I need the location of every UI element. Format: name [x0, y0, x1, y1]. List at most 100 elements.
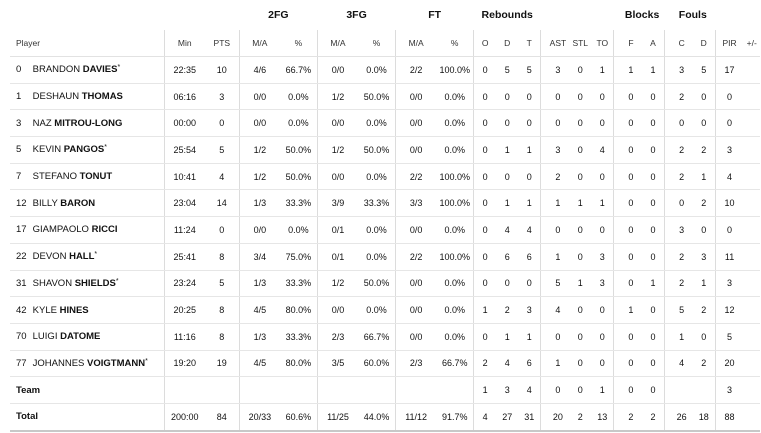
- stat-stl: 0: [569, 243, 592, 271]
- stat-pir: 0: [714, 216, 744, 244]
- stat-d: 0: [496, 163, 519, 191]
- col-header-player[interactable]: Player: [10, 30, 165, 57]
- player-last-name: RICCI: [91, 224, 118, 236]
- col-header-min[interactable]: Min: [163, 30, 205, 57]
- stat-fg2-pct: 80.0%: [279, 350, 318, 378]
- stat-fd: 0: [692, 216, 716, 244]
- stat-stl: 0: [569, 109, 592, 138]
- stat-o: 0: [473, 109, 497, 138]
- player-cell[interactable]: 12 BILLY BARON: [10, 189, 165, 218]
- table-row: 7 STEFANO TONUT 10:41 4 1/2 50.0% 0/0 0.0% 2/2 1…: [10, 163, 760, 191]
- table-row: 42 KYLE HINES 20:25 8 4/5 80.0% 0/0 0.0% 0/0 0.0…: [10, 296, 760, 324]
- stat-a: 0: [642, 243, 665, 271]
- col-header-blocks-for[interactable]: F: [619, 30, 643, 57]
- player-number: 5: [16, 144, 22, 156]
- col-header-3fg-ma[interactable]: M/A: [316, 30, 359, 57]
- col-header-pir[interactable]: PIR: [714, 30, 744, 57]
- stat-fg2-ma: 4/5: [238, 296, 280, 324]
- table-row: 22 DEVON HALL* 25:41 8 3/4 75.0% 0/1 0.0% 2/2 10…: [10, 243, 760, 271]
- stat-ast: 0: [546, 323, 570, 351]
- stat-ft-pct: 0.0%: [436, 136, 474, 164]
- stat-fg2-pct: 33.3%: [279, 323, 318, 351]
- col-header-pts[interactable]: PTS: [204, 30, 240, 57]
- player-number: 42: [16, 304, 27, 316]
- stat-fg3-pct: 50.0%: [358, 83, 396, 111]
- col-header-3fg-pct[interactable]: %: [358, 30, 396, 57]
- stat-ast: 5: [546, 270, 570, 298]
- player-cell[interactable]: 31 SHAVON SHIELDS*: [10, 270, 165, 298]
- stat-fg2-pct: 66.7%: [279, 56, 318, 84]
- stat-pir: 17: [714, 56, 744, 84]
- stat-to: 0: [591, 296, 614, 324]
- stat-fg2-pct: 33.3%: [279, 270, 318, 298]
- stat-d: 0: [496, 270, 519, 298]
- col-header-off-reb[interactable]: O: [473, 30, 497, 57]
- stat-fg3-pct: [358, 376, 396, 404]
- col-header-plus-minus[interactable]: +/-: [743, 30, 760, 57]
- player-cell[interactable]: 77 JOHANNES VOIGTMANN*: [10, 350, 165, 378]
- player-cell[interactable]: 5 KEVIN PANGOS*: [10, 136, 165, 164]
- stat-o: 0: [473, 136, 497, 164]
- col-header-ft-ma[interactable]: M/A: [395, 30, 437, 57]
- col-header-ft-pct[interactable]: %: [436, 30, 474, 57]
- stat-c: 3: [670, 56, 693, 84]
- col-header-def-reb[interactable]: D: [496, 30, 519, 57]
- starter-marker: *: [115, 277, 119, 285]
- stat-fg3-pct: 60.0%: [358, 350, 396, 378]
- stat-fg3-ma: 2/3: [316, 323, 359, 351]
- player-cell[interactable]: 1 DESHAUN THOMAS: [10, 83, 165, 111]
- stat-f: 0: [619, 83, 643, 111]
- stat-o: 1: [473, 376, 497, 404]
- col-header-tot-reb[interactable]: T: [518, 30, 541, 57]
- player-cell[interactable]: 17 GIAMPAOLO RICCI: [10, 216, 165, 244]
- col-header-to[interactable]: TO: [591, 30, 614, 57]
- stat-min: 00:00: [163, 109, 205, 138]
- stat-ft-pct: 91.7%: [436, 403, 474, 432]
- stat-fg3-pct: 33.3%: [358, 189, 396, 218]
- player-first-name: SHAVON: [32, 277, 73, 289]
- stat-ft-pct: 0.0%: [436, 109, 474, 138]
- stat-pir: 88: [714, 403, 744, 432]
- col-header-blocks-against[interactable]: A: [642, 30, 665, 57]
- stat-to: 4: [591, 136, 614, 164]
- stat-c: 2: [670, 83, 693, 111]
- stat-to: 3: [591, 270, 614, 298]
- col-header-stl[interactable]: STL: [569, 30, 592, 57]
- col-header-2fg-pct[interactable]: %: [279, 30, 318, 57]
- player-cell[interactable]: 70 LUIGI DATOME: [10, 323, 165, 351]
- stat-ft-ma: [395, 376, 437, 404]
- player-cell[interactable]: 0 BRANDON DAVIES*: [10, 56, 165, 84]
- stat-d: 0: [496, 83, 519, 111]
- stat-fg2-pct: 50.0%: [279, 136, 318, 164]
- player-cell[interactable]: 22 DEVON HALL*: [10, 243, 165, 271]
- stat-to: 0: [591, 323, 614, 351]
- col-header-fouls-committed[interactable]: C: [670, 30, 693, 57]
- stat-stl: 0: [569, 83, 592, 111]
- table-row: 17 GIAMPAOLO RICCI 11:24 0 0/0 0.0% 0/1 0.0% 0/…: [10, 216, 760, 244]
- stat-a: 1: [642, 56, 665, 84]
- stat-ft-pct: 0.0%: [436, 323, 474, 351]
- col-header-ast[interactable]: AST: [546, 30, 570, 57]
- stat-a: 0: [642, 350, 665, 378]
- table-row: 1 DESHAUN THOMAS 06:16 3 0/0 0.0% 1/2 50.0% 0/0…: [10, 83, 760, 111]
- stat-c: 1: [670, 323, 693, 351]
- stat-fg2-ma: 1/2: [238, 163, 280, 191]
- stat-o: 0: [473, 56, 497, 84]
- player-cell[interactable]: 3 NAZ MITROU-LONG: [10, 109, 165, 138]
- stat-pm: [743, 109, 760, 138]
- stat-fg2-ma: 4/6: [238, 56, 280, 84]
- player-first-name: KYLE: [32, 304, 57, 316]
- stat-min: 25:41: [163, 243, 205, 271]
- stat-min: 200:00: [163, 403, 205, 432]
- stat-f: 0: [619, 243, 643, 271]
- stat-fg3-pct: 0.0%: [358, 163, 396, 191]
- stat-t: 0: [518, 163, 541, 191]
- player-cell[interactable]: 42 KYLE HINES: [10, 296, 165, 324]
- stat-pm: [743, 83, 760, 111]
- col-header-fouls-drawn[interactable]: D: [692, 30, 716, 57]
- stat-d: 1: [496, 323, 519, 351]
- stat-ft-ma: 2/2: [395, 163, 437, 191]
- player-cell[interactable]: 7 STEFANO TONUT: [10, 163, 165, 191]
- col-header-2fg-ma[interactable]: M/A: [238, 30, 280, 57]
